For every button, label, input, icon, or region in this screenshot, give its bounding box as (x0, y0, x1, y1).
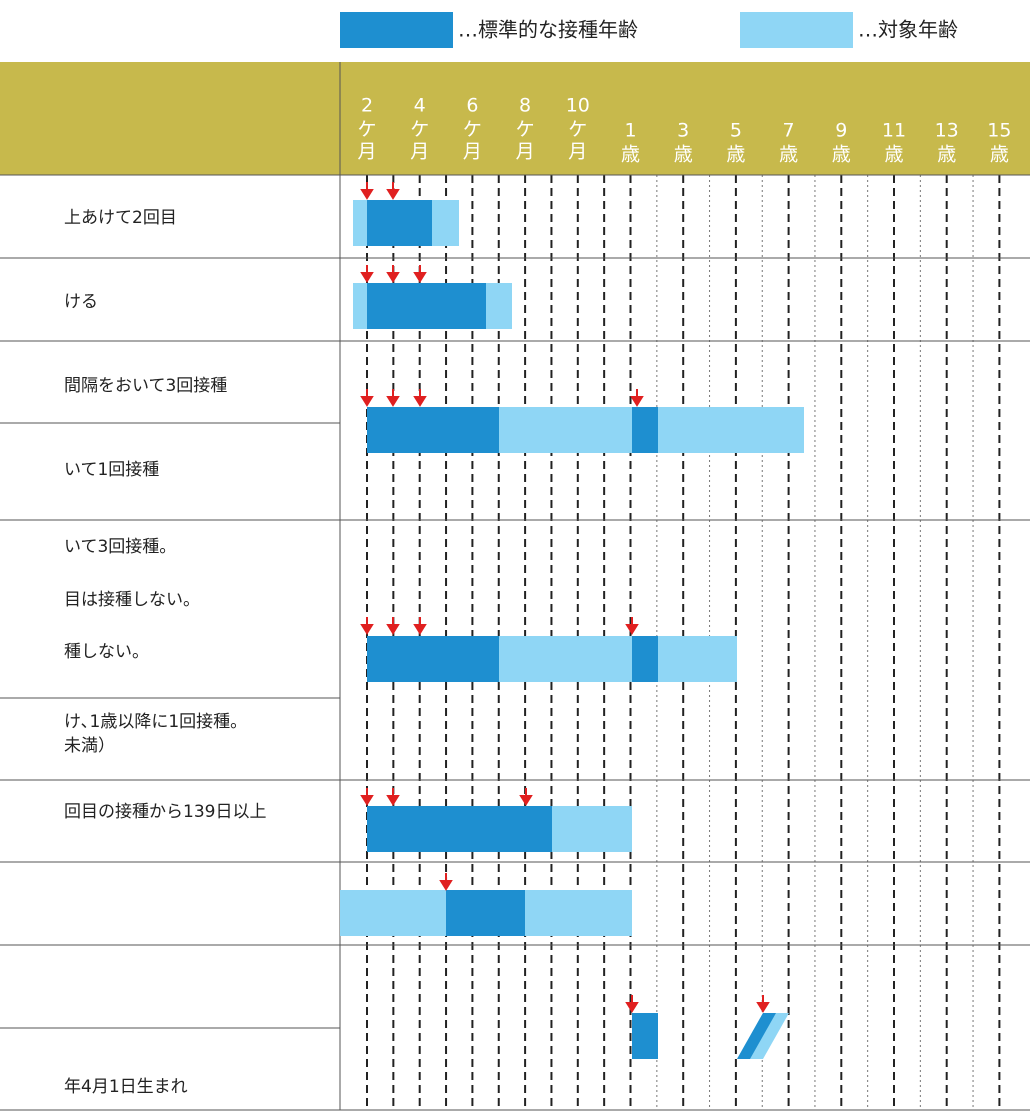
arrow (360, 389, 374, 407)
age-bar (367, 636, 499, 682)
legend-standard: …標準的な接種年齢 (458, 18, 638, 42)
age-bar (446, 890, 525, 936)
age-bar (499, 407, 632, 453)
arrow (360, 788, 374, 806)
column-unit: 月 (568, 141, 587, 163)
arrow (360, 182, 374, 200)
arrow (413, 389, 427, 407)
age-bar (367, 806, 552, 852)
row-label: 回目の接種から139日以上 (64, 802, 266, 822)
age-bar (367, 407, 499, 453)
arrow (413, 617, 427, 635)
arrow (386, 389, 400, 407)
column-unit: ケ (410, 119, 429, 141)
column-number: 4 (414, 95, 426, 117)
age-bar (367, 200, 432, 246)
column-unit: 月 (357, 141, 376, 163)
column-number: 11 (882, 120, 906, 142)
arrow (625, 617, 639, 635)
age-bar (632, 1013, 658, 1059)
age-bar (658, 636, 737, 682)
legend-standard-swatch (340, 12, 453, 48)
column-unit: 歳 (779, 144, 798, 166)
arrow (386, 788, 400, 806)
column-unit: ケ (568, 119, 587, 141)
column-number: 7 (783, 120, 795, 142)
column-number: 1 (624, 120, 636, 142)
header-band (0, 62, 1030, 175)
column-unit: 月 (463, 141, 482, 163)
arrow (360, 617, 374, 635)
age-bar (737, 1013, 776, 1059)
column-number: 10 (566, 95, 590, 117)
age-bar (499, 636, 632, 682)
row-label: 目は接種しない。 (64, 590, 200, 610)
age-bar (658, 407, 804, 453)
column-number: 9 (835, 120, 847, 142)
row-label: け､1歳以降に1回接種。 (64, 712, 247, 732)
column-unit: 歳 (990, 144, 1009, 166)
age-bar (632, 407, 658, 453)
column-unit: ケ (357, 119, 376, 141)
arrow (625, 995, 639, 1013)
row-label: いて1回接種 (64, 460, 159, 480)
row-label: ける (64, 292, 98, 312)
arrow (519, 788, 533, 806)
column-unit: 歳 (674, 144, 693, 166)
column-number: 3 (677, 120, 689, 142)
column-unit: ケ (463, 119, 482, 141)
arrow (360, 265, 374, 283)
column-unit: 歳 (884, 144, 903, 166)
age-bar (552, 806, 632, 852)
row-label: いて3回接種。 (64, 537, 176, 557)
arrow (413, 265, 427, 283)
arrow (386, 182, 400, 200)
column-unit: 月 (410, 141, 429, 163)
arrow (439, 873, 453, 891)
legend-target-swatch (740, 12, 853, 48)
row-label: 種しない。 (64, 642, 149, 662)
column-number: 6 (466, 95, 478, 117)
column-number: 2 (361, 95, 373, 117)
arrow (386, 265, 400, 283)
column-unit: 歳 (937, 144, 956, 166)
age-bar (525, 890, 632, 936)
column-number: 15 (987, 120, 1011, 142)
column-unit: ケ (516, 119, 535, 141)
age-bar (632, 636, 658, 682)
age-bar (340, 890, 446, 936)
column-number: 8 (519, 95, 531, 117)
row-label: 上あけて2回目 (64, 208, 177, 228)
column-unit: 歳 (832, 144, 851, 166)
column-unit: 歳 (726, 144, 745, 166)
column-unit: 歳 (621, 144, 640, 166)
row-label: 間隔をおいて3回接種 (64, 376, 227, 396)
column-unit: 月 (516, 141, 535, 163)
column-number: 5 (730, 120, 742, 142)
age-bar (367, 283, 486, 329)
column-number: 13 (935, 120, 959, 142)
arrow (630, 389, 644, 407)
row-label: 年4月1日生まれ (64, 1077, 188, 1097)
arrow (386, 617, 400, 635)
legend-target: …対象年齢 (858, 18, 958, 42)
arrow (756, 995, 770, 1013)
row-label: 未満） (64, 736, 115, 756)
